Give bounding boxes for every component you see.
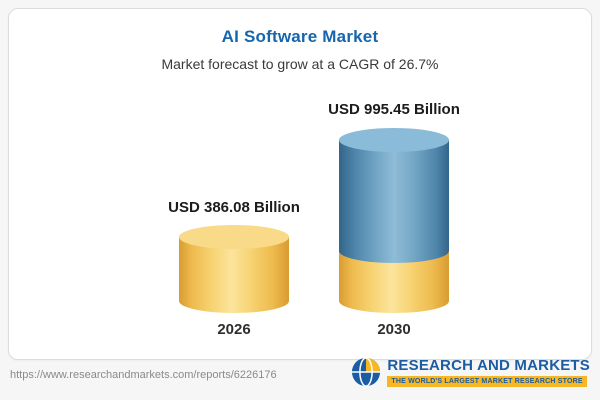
page-subtitle: Market forecast to grow at a CAGR of 26.… xyxy=(161,56,439,72)
bar-2026-body xyxy=(179,237,289,313)
researchandmarkets-logo: RESEARCH AND MARKETS THE WORLD'S LARGEST… xyxy=(351,357,590,387)
logo-tagline: THE WORLD'S LARGEST MARKET RESEARCH STOR… xyxy=(387,376,587,387)
page-title: AI Software Market xyxy=(221,27,379,46)
x-axis-label-2030: 2030 xyxy=(377,321,411,338)
researchandmarkets-logo-icon xyxy=(352,357,381,387)
bar-2026-top-ellipse xyxy=(179,225,289,249)
bar-2030-upper-top-ellipse xyxy=(339,128,449,152)
bar-2030-upper-segment xyxy=(339,128,449,263)
value-label-2026: USD 386.08 Billion xyxy=(168,199,300,216)
source-url: https://www.researchandmarkets.com/repor… xyxy=(10,369,277,381)
logo-text-block: RESEARCH AND MARKETS THE WORLD'S LARGEST… xyxy=(387,357,590,387)
x-axis-label-2026: 2026 xyxy=(217,321,251,338)
bar-2030-upper-body xyxy=(339,140,449,263)
value-label-2030: USD 995.45 Billion xyxy=(328,101,460,118)
bar-2026 xyxy=(179,225,289,313)
logo-name: RESEARCH AND MARKETS xyxy=(387,357,590,374)
chart-card: AI Software Market Market forecast to gr… xyxy=(8,8,592,360)
